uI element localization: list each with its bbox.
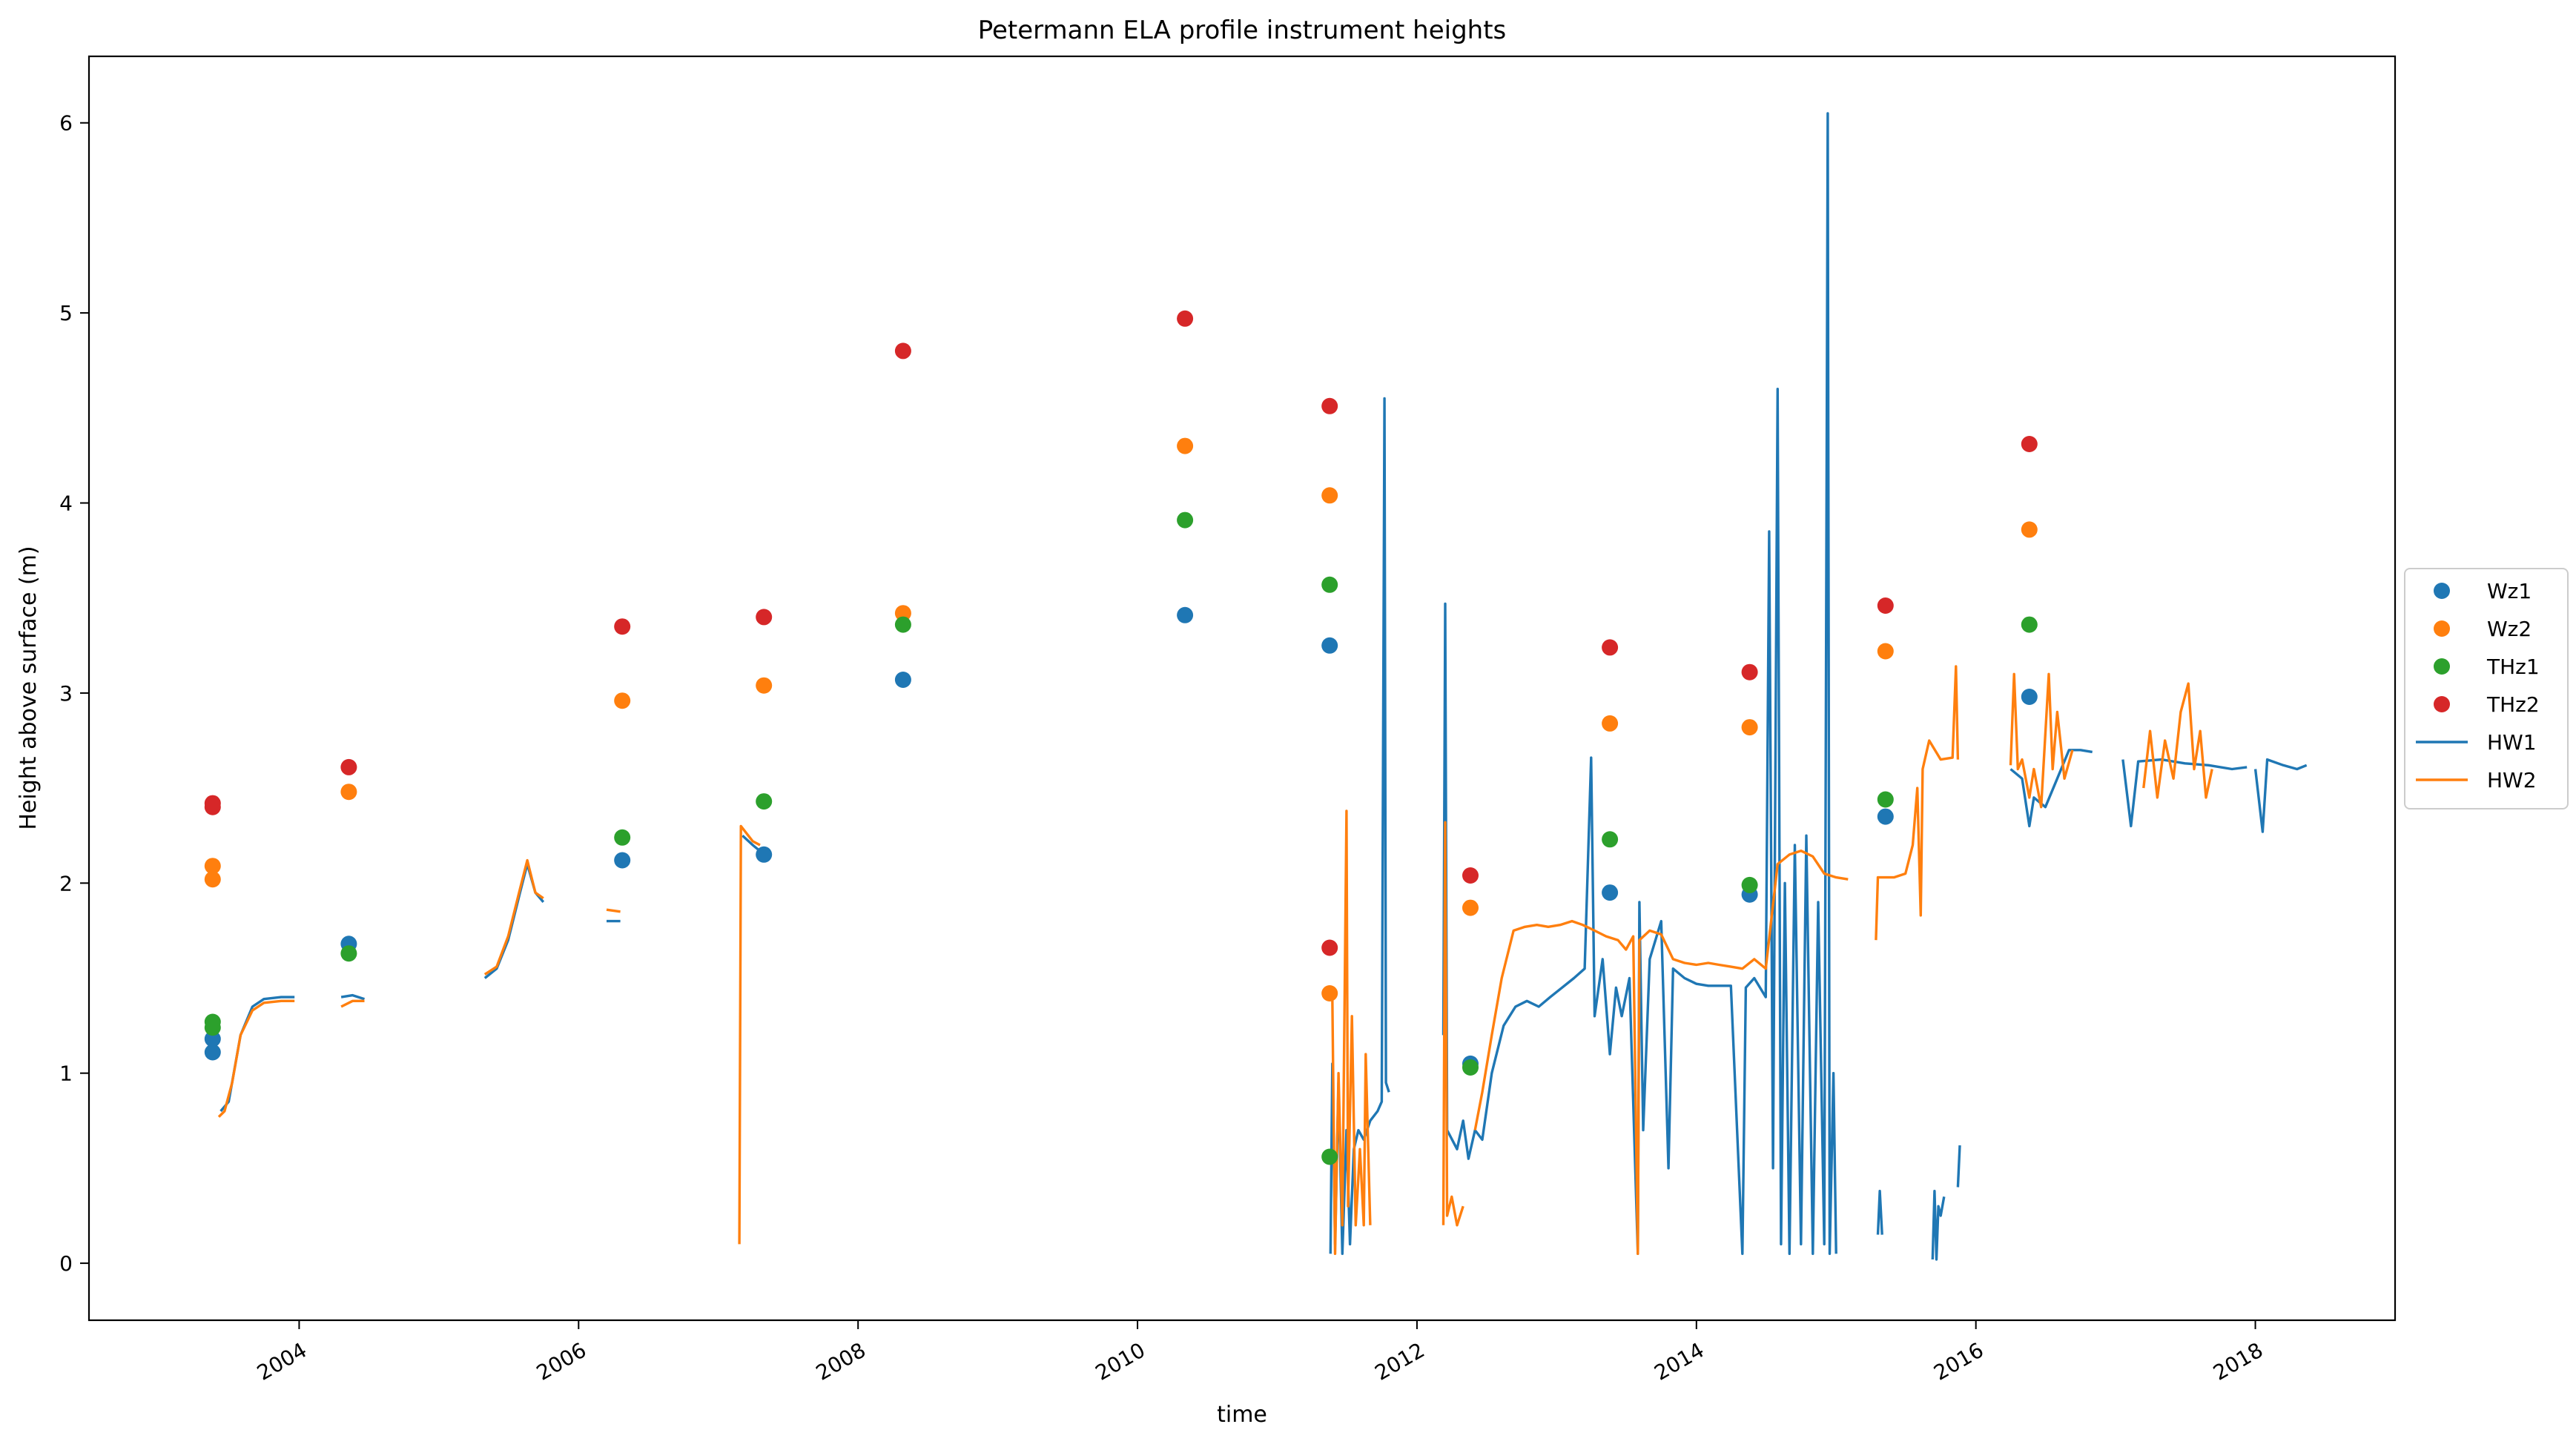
series-thz2-point <box>756 609 773 626</box>
series-hw2-line-segment <box>2009 672 2074 809</box>
y-axis: 0 1 2 3 4 5 6 <box>59 111 89 1276</box>
series-thz2-point <box>1741 663 1758 681</box>
legend: Wz1 Wz2 THz1 THz2 HW1 HW2 <box>2404 568 2569 809</box>
series-thz2-point <box>1321 939 1338 956</box>
series-wz1-point <box>1177 606 1194 623</box>
series-wz2-point <box>1321 985 1338 1001</box>
series-thz1-point <box>340 945 357 962</box>
series-wz2-point <box>894 605 911 622</box>
series-wz1-point <box>1321 637 1338 654</box>
legend-label-hw2: HW2 <box>2487 768 2537 792</box>
y-tick-label: 1 <box>59 1062 73 1086</box>
series-wz1-point <box>894 672 911 688</box>
scatter-series-layer <box>204 310 2038 1165</box>
series-thz1-point <box>756 793 773 810</box>
legend-label-thz2: THz2 <box>2486 692 2540 717</box>
series-wz1-point <box>2021 689 2038 705</box>
line-series-layer <box>217 112 2308 1261</box>
legend-label-hw1: HW1 <box>2487 730 2537 755</box>
series-wz2-point <box>204 858 221 875</box>
series-wz2-point <box>1177 437 1194 454</box>
series-hw2-line-segment <box>738 824 761 1245</box>
series-thz2-point <box>2021 436 2038 452</box>
series-thz1-point <box>2021 616 2038 633</box>
series-wz2-point <box>1321 487 1338 504</box>
x-axis-label: time <box>1217 1402 1267 1428</box>
series-hw2-line-segment <box>340 999 365 1008</box>
series-hw1-line-segment <box>1956 1145 1961 1188</box>
series-wz2-point <box>340 784 357 801</box>
series-thz1-point <box>1177 511 1194 529</box>
series-thz2-point <box>1462 867 1479 884</box>
legend-label-wz1: Wz1 <box>2487 579 2532 603</box>
series-wz2-point <box>614 692 631 709</box>
series-hw2-line-segment <box>1441 821 1464 1227</box>
series-thz1-point <box>1321 576 1338 593</box>
series-thz2-point <box>1321 397 1338 414</box>
y-tick-label: 4 <box>59 491 73 516</box>
series-thz1-point <box>1741 876 1758 893</box>
series-hw2-line-segment <box>1875 665 1960 941</box>
series-hw1-line-segment <box>2009 749 2093 828</box>
series-thz1-point <box>204 1013 221 1030</box>
y-tick-label: 2 <box>59 871 73 895</box>
series-wz2-point <box>1741 719 1758 736</box>
y-tick-label: 0 <box>59 1251 73 1276</box>
series-hw1-line-segment <box>340 993 366 1001</box>
legend-marker-thz1 <box>2434 658 2450 675</box>
series-hw1-line-segment <box>1931 1189 1946 1261</box>
series-wz2-point <box>1877 643 1894 660</box>
series-wz2-point <box>1602 715 1619 732</box>
series-hw1-line-segment <box>1441 112 1837 1256</box>
series-thz1-point <box>614 829 631 846</box>
series-wz1-point <box>1602 884 1619 901</box>
series-thz2-point <box>1177 310 1194 327</box>
series-hw1-line-segment <box>2121 758 2248 828</box>
series-wz1-point <box>1877 808 1894 825</box>
series-wz2-point <box>1462 899 1479 916</box>
series-wz1-point <box>756 846 773 863</box>
series-thz2-point <box>1602 639 1619 656</box>
series-hw1-line-segment <box>2253 758 2308 833</box>
series-wz2-point <box>2021 521 2038 538</box>
series-thz1-point <box>1877 791 1894 808</box>
series-wz2-point <box>204 871 221 888</box>
y-tick-label: 5 <box>59 301 73 325</box>
series-thz1-point <box>1602 831 1619 848</box>
series-hw2-line-segment <box>217 999 295 1118</box>
series-hw2-line-segment <box>1331 809 1372 1256</box>
y-axis-label: Height above surface (m) <box>16 546 42 830</box>
series-thz2-point <box>894 342 911 360</box>
series-thz1-point <box>1462 1059 1479 1076</box>
legend-marker-wz1 <box>2434 583 2450 599</box>
series-thz2-point <box>614 618 631 635</box>
series-thz2-point <box>1877 597 1894 614</box>
series-thz1-point <box>894 616 911 633</box>
series-hw1-line-segment <box>1876 1189 1883 1235</box>
series-wz1-point <box>204 1044 221 1061</box>
y-tick-label: 6 <box>59 111 73 136</box>
legend-box <box>2404 568 2569 809</box>
legend-label-wz2: Wz2 <box>2487 617 2532 641</box>
series-thz1-point <box>1321 1148 1338 1165</box>
plot-area-frame <box>87 55 2397 1322</box>
chart-title: Petermann ELA profile instrument heights <box>978 16 1507 45</box>
series-thz2-point <box>340 758 357 775</box>
series-hw2-line-segment <box>606 908 621 913</box>
series-hw2-line-segment <box>2142 682 2213 799</box>
series-wz2-point <box>756 677 773 694</box>
series-hw2-line-segment <box>1473 849 1849 1256</box>
series-thz2-point <box>204 795 221 812</box>
series-hw1-line-segment <box>219 996 295 1113</box>
series-wz1-point <box>204 1030 221 1047</box>
series-wz1-point <box>614 852 631 869</box>
y-tick-label: 3 <box>59 681 73 706</box>
series-hw2-line-segment <box>483 858 544 976</box>
legend-marker-thz2 <box>2434 696 2450 712</box>
legend-marker-wz2 <box>2434 620 2450 637</box>
legend-label-thz1: THz1 <box>2486 655 2540 679</box>
